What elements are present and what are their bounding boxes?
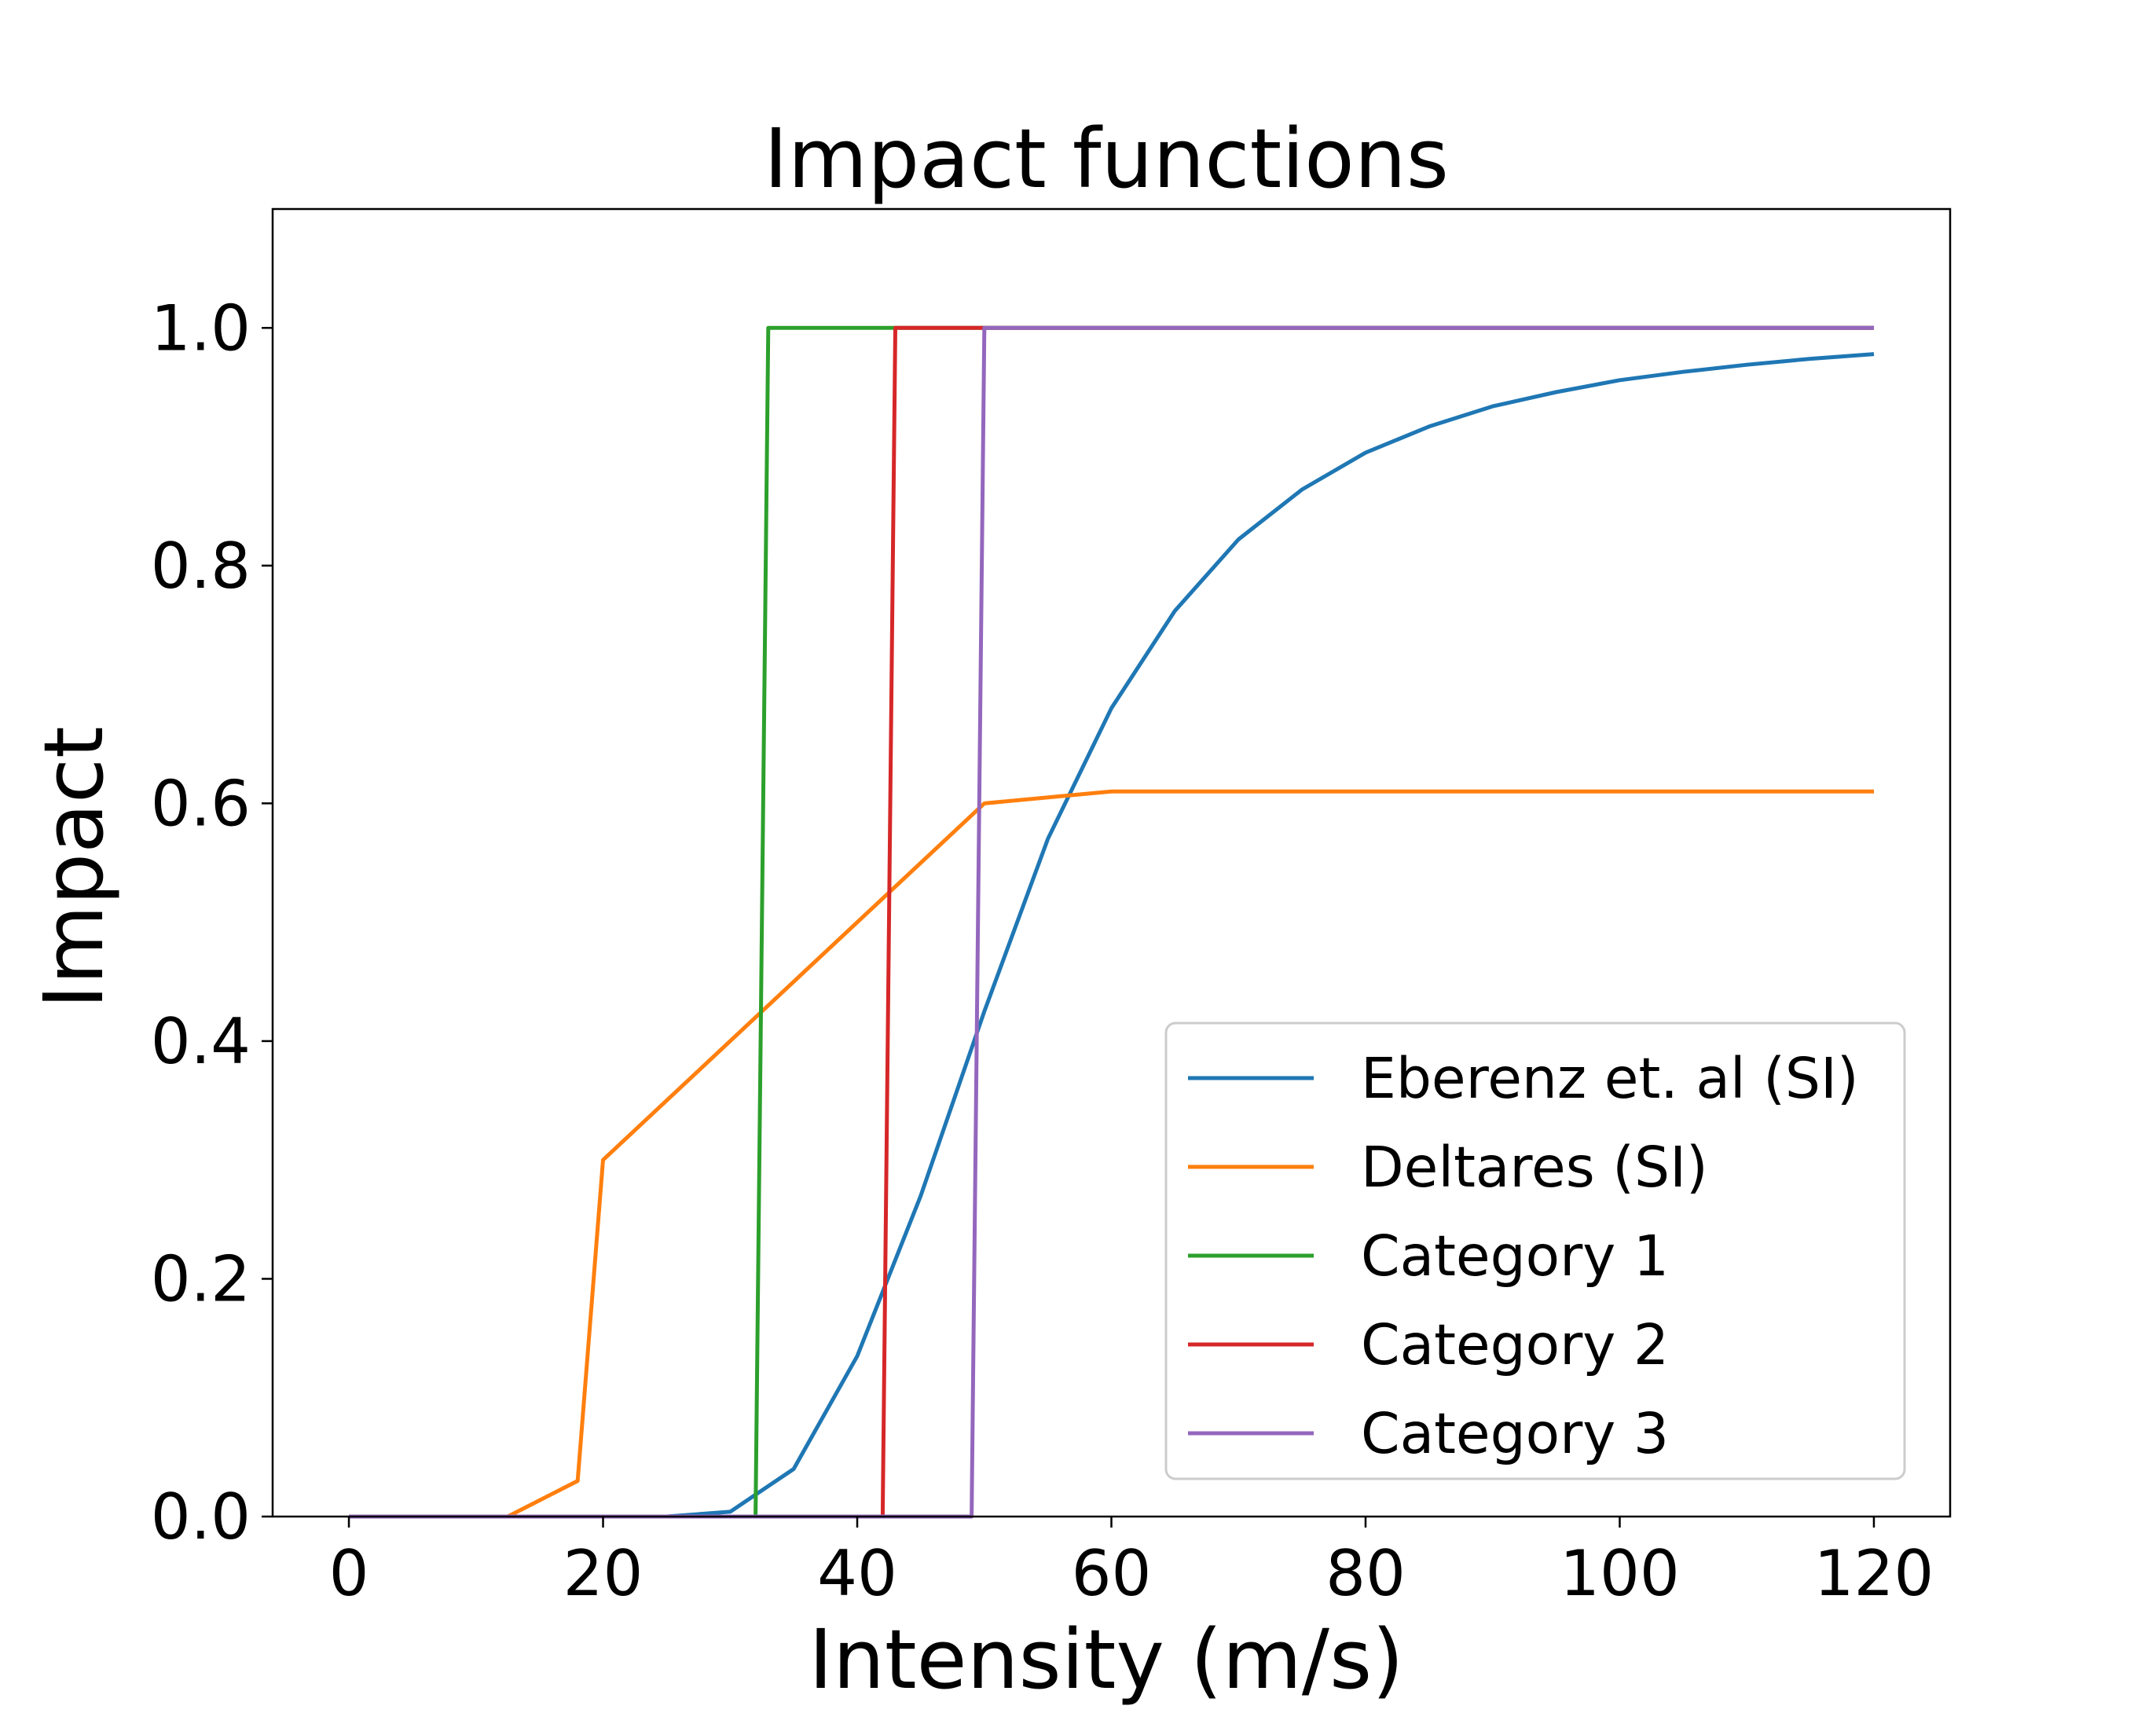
legend-label-4: Category 2 <box>1361 1312 1669 1377</box>
chart-title: Impact functions <box>764 111 1449 207</box>
x-tick-label: 60 <box>1072 1537 1152 1610</box>
y-tick-label: 0.8 <box>151 530 251 603</box>
x-tick-label: 120 <box>1814 1537 1934 1610</box>
x-axis-ticks: 0 20 40 60 80 100 120 <box>329 1517 1934 1610</box>
legend-box <box>1164 1022 1906 1480</box>
x-axis-label: Intensity (m/s) <box>808 1612 1403 1707</box>
y-axis-label: Impact <box>26 726 122 1009</box>
legend-label-5: Category 3 <box>1361 1401 1669 1466</box>
y-axis-ticks: 0.0 0.2 0.4 0.6 0.8 1.0 <box>151 292 273 1553</box>
legend-label-3: Category 1 <box>1361 1223 1669 1289</box>
y-tick-label: 0.0 <box>151 1480 251 1553</box>
x-tick-label: 100 <box>1560 1537 1680 1610</box>
x-tick-label: 40 <box>817 1537 897 1610</box>
y-tick-label: 0.2 <box>151 1242 251 1315</box>
x-tick-label: 20 <box>563 1537 644 1610</box>
y-tick-label: 1.0 <box>151 292 251 365</box>
x-tick-label: 80 <box>1326 1537 1406 1610</box>
x-tick-label: 0 <box>329 1537 369 1610</box>
y-tick-label: 0.6 <box>151 767 251 840</box>
y-tick-label: 0.4 <box>151 1005 251 1078</box>
legend-label-2: Deltares (SI) <box>1361 1135 1708 1200</box>
legend-label-1: Eberenz et. al (SI) <box>1361 1046 1859 1111</box>
legend: Eberenz et. al (SI) Deltares (SI) Category… <box>1164 1022 1906 1480</box>
